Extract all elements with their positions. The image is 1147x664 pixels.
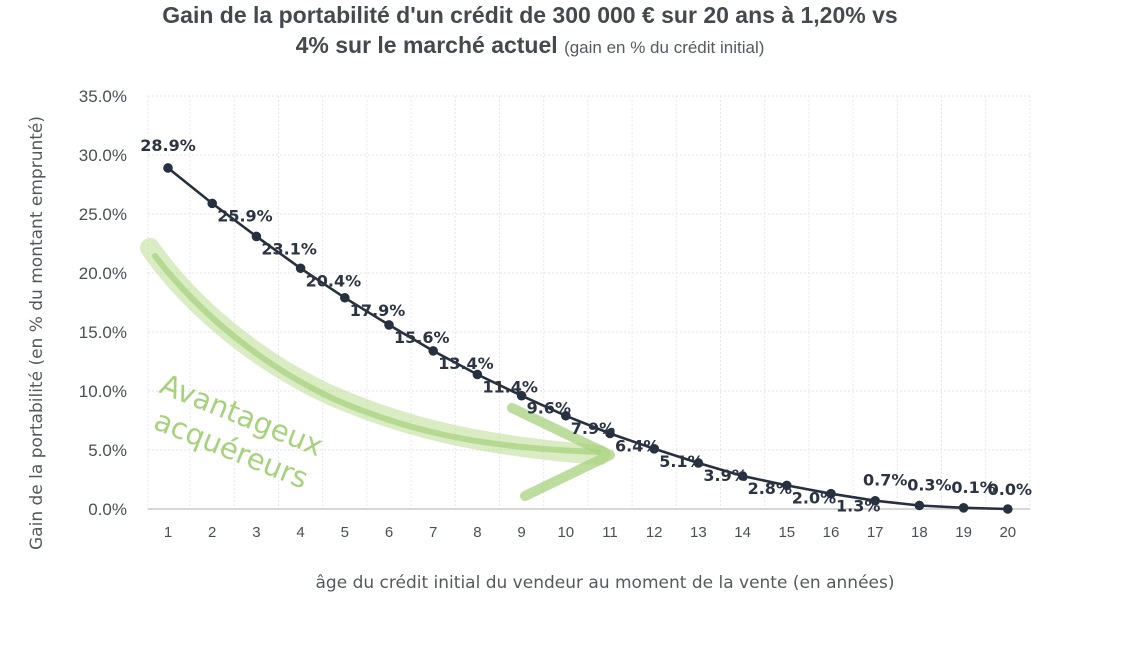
data-label: 3.9% bbox=[703, 466, 747, 485]
data-point bbox=[737, 471, 748, 481]
data-label: 20.4% bbox=[306, 271, 362, 290]
title-line-1: Gain de la portabilité d'un crédit de 30… bbox=[162, 2, 898, 28]
data-label: 1.3% bbox=[836, 497, 880, 516]
data-label: 0.7% bbox=[863, 471, 907, 490]
data-label: 0.3% bbox=[907, 475, 951, 494]
grid bbox=[147, 95, 1031, 509]
x-tick-label: 5 bbox=[341, 524, 349, 541]
data-point bbox=[384, 320, 394, 330]
data-point bbox=[251, 231, 262, 242]
x-axis-title: âge du crédit initial du vendeur au mome… bbox=[316, 573, 895, 593]
data-point bbox=[428, 346, 439, 356]
x-tick-label: 11 bbox=[602, 524, 618, 541]
annotation-arrow-stroke-2 bbox=[152, 253, 601, 455]
annotation-arrow-head bbox=[507, 403, 615, 501]
data-label: 2.8% bbox=[748, 479, 792, 498]
title-line-2-text: 4% sur le marché actuel bbox=[295, 32, 558, 58]
data-point bbox=[826, 488, 836, 499]
x-tick-label: 8 bbox=[473, 524, 481, 541]
data-point bbox=[561, 410, 571, 421]
data-point bbox=[914, 500, 925, 511]
x-tick-label: 14 bbox=[734, 524, 751, 541]
x-tick-label: 15 bbox=[778, 524, 795, 541]
data-labels: 28.9% 25.9% 23.1% 20.4% 17.9% 15.6% 13.4% 11.4%… bbox=[140, 136, 1032, 516]
y-tick-label: 0.0% bbox=[88, 500, 127, 519]
data-label: 0.1% bbox=[951, 478, 995, 497]
y-tick-label: 25.0% bbox=[79, 205, 127, 224]
x-tick-label: 10 bbox=[557, 524, 574, 541]
data-point bbox=[649, 444, 659, 454]
data-label: 17.9% bbox=[350, 301, 406, 320]
axes: 0.0%5.0%10.0%15.0%20.0%25.0%30.0%35.0%1 2… bbox=[79, 87, 1030, 541]
x-tick-label: 20 bbox=[999, 524, 1016, 541]
data-point bbox=[163, 163, 173, 173]
series-line bbox=[167, 166, 1008, 511]
x-tick-label: 18 bbox=[911, 524, 928, 541]
data-point bbox=[340, 292, 350, 303]
data-point bbox=[516, 390, 527, 401]
x-tick-label: 17 bbox=[867, 524, 884, 541]
data-point bbox=[782, 480, 792, 491]
y-tick-label: 35.0% bbox=[79, 87, 127, 106]
y-tick-label: 10.0% bbox=[79, 382, 127, 401]
x-tick-label: 1 bbox=[164, 524, 172, 541]
x-tick-label: 6 bbox=[385, 524, 393, 541]
data-label: 5.1% bbox=[659, 452, 703, 471]
data-point bbox=[605, 428, 615, 439]
x-tick-label: 2 bbox=[208, 524, 216, 541]
data-point bbox=[958, 503, 969, 513]
x-tick-label: 7 bbox=[429, 524, 437, 541]
data-label: 23.1% bbox=[261, 239, 317, 258]
data-label: 15.6% bbox=[394, 328, 450, 347]
y-tick-label: 15.0% bbox=[79, 323, 127, 342]
data-label: 11.4% bbox=[482, 377, 538, 396]
y-axis-title: Gain de la portabilité (en % du montant … bbox=[27, 116, 47, 550]
data-point bbox=[472, 369, 483, 380]
data-label: 7.9% bbox=[571, 419, 615, 438]
data-point bbox=[870, 495, 880, 506]
data-point bbox=[295, 263, 306, 274]
data-label: 28.9% bbox=[140, 136, 196, 155]
x-tick-label: 3 bbox=[252, 524, 260, 541]
data-label: 6.4% bbox=[615, 436, 659, 455]
data-point bbox=[207, 198, 217, 209]
title-line-2: 4% sur le marché actuel (gain en % du cr… bbox=[0, 30, 1060, 63]
data-label: 13.4% bbox=[438, 354, 494, 373]
x-tick-label: 4 bbox=[296, 524, 304, 541]
y-tick-label: 20.0% bbox=[79, 264, 127, 283]
data-label: 9.6% bbox=[527, 399, 571, 418]
data-label: 2.0% bbox=[792, 488, 836, 507]
x-tick-label: 12 bbox=[646, 524, 663, 541]
x-tick-label: 16 bbox=[823, 524, 840, 541]
y-tick-label: 5.0% bbox=[88, 441, 127, 460]
y-tick-label: 30.0% bbox=[79, 146, 127, 165]
data-label: 0.0% bbox=[988, 480, 1032, 499]
data-point bbox=[1003, 504, 1013, 514]
data-points bbox=[163, 163, 1013, 514]
chart-title: Gain de la portabilité d'un crédit de 30… bbox=[0, 0, 1060, 63]
data-point bbox=[693, 458, 704, 468]
annotation-arrow-stroke bbox=[140, 238, 610, 465]
chart-subtitle: (gain en % du crédit initial) bbox=[564, 38, 765, 57]
x-tick-label: 19 bbox=[955, 524, 972, 541]
annotation: Avantageux acquéreurs bbox=[140, 238, 615, 501]
x-tick-label: 9 bbox=[517, 524, 525, 541]
data-label: 25.9% bbox=[217, 206, 273, 225]
x-tick-label: 13 bbox=[690, 524, 707, 541]
